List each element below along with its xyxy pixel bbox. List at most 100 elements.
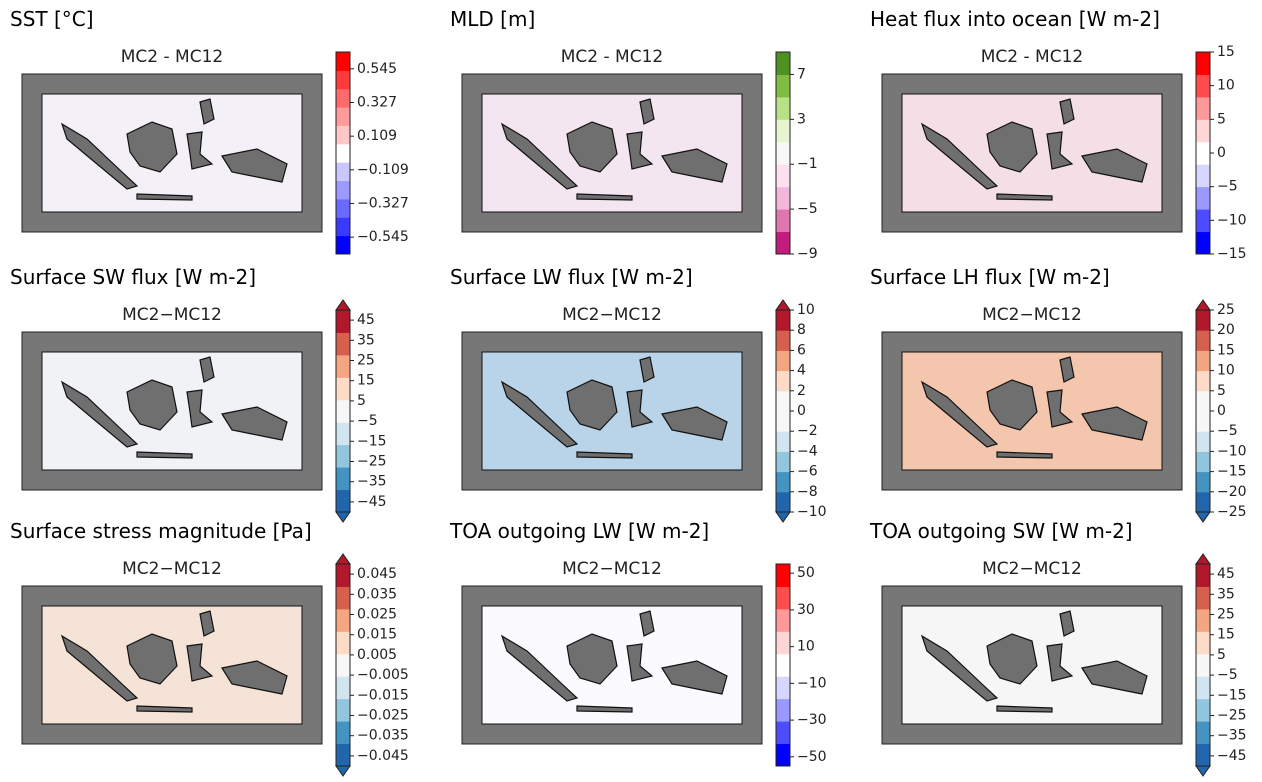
colorbar-tick-label: 2 xyxy=(797,383,806,399)
colorbar-tick-label: 8 xyxy=(797,322,806,338)
colorbar-tick-label: 0 xyxy=(797,403,806,419)
colorbar-tick-label: −2 xyxy=(797,423,818,439)
colorbar-tick-label: −0.045 xyxy=(357,748,409,764)
colorbar-tick-label: −5 xyxy=(1217,179,1238,195)
panel-title: Surface stress magnitude [Pa] xyxy=(10,519,312,543)
colorbar-tick-label: −10 xyxy=(797,504,827,520)
colorbar-tick-label: −6 xyxy=(797,464,818,480)
colorbar-segment xyxy=(1196,119,1210,142)
colorbar-segment xyxy=(776,391,790,412)
colorbar-segment xyxy=(336,631,350,654)
panel: TOA outgoing SW [W m-2]MC2−MC12−45−35−25… xyxy=(869,519,1247,776)
colorbar-segment xyxy=(776,232,790,255)
colorbar-segment xyxy=(336,721,350,744)
colorbar-segment xyxy=(776,586,790,609)
colorbar-segment xyxy=(1196,52,1210,75)
panel-subtitle: MC2−MC12 xyxy=(982,305,1082,325)
panel-title: TOA outgoing SW [W m-2] xyxy=(869,519,1133,543)
colorbar-segment xyxy=(336,217,350,236)
colorbar-tick-label: 5 xyxy=(1217,383,1226,399)
colorbar-extend xyxy=(776,512,790,522)
colorbar-tick-label: 25 xyxy=(1217,302,1235,318)
colorbar-tick-label: −0.545 xyxy=(357,229,409,245)
colorbar-segment xyxy=(776,371,790,392)
panel: SST [°C]MC2 - MC12−0.545−0.327−0.1090.10… xyxy=(10,7,409,255)
colorbar-extend xyxy=(336,512,350,522)
colorbar-tick-label: 15 xyxy=(1217,627,1235,643)
colorbar-tick-label: 0 xyxy=(1217,145,1226,161)
colorbar-tick-label: 45 xyxy=(357,312,375,328)
colorbar-tick-label: 50 xyxy=(797,565,815,581)
colorbar-segment xyxy=(776,721,790,744)
panel-subtitle: MC2−MC12 xyxy=(122,559,222,579)
colorbar-segment xyxy=(1196,472,1210,493)
colorbar-segment xyxy=(1196,721,1210,744)
colorbar-segment xyxy=(776,676,790,699)
colorbar-tick-label: −35 xyxy=(1217,728,1247,744)
colorbar-tick-label: −25 xyxy=(357,454,387,470)
colorbar-segment xyxy=(776,472,790,493)
colorbar-extend xyxy=(776,300,790,310)
colorbar-tick-label: 15 xyxy=(357,373,375,389)
colorbar-extend xyxy=(336,300,350,310)
colorbar-segment xyxy=(1196,74,1210,97)
panel-title: Surface SW flux [W m-2] xyxy=(10,265,256,289)
colorbar-segment xyxy=(336,70,350,89)
colorbar-segment xyxy=(1196,371,1210,392)
colorbar-tick-label: −15 xyxy=(357,433,387,449)
colorbar-segment xyxy=(776,350,790,371)
colorbar-tick-label: 0.005 xyxy=(357,647,397,663)
colorbar-segment xyxy=(336,52,350,71)
colorbar-segment xyxy=(776,142,790,165)
panel-title: MLD [m] xyxy=(450,7,535,31)
colorbar-tick-label: 5 xyxy=(357,393,366,409)
colorbar-segment xyxy=(776,187,790,210)
colorbar-segment xyxy=(1196,142,1210,165)
colorbar-segment xyxy=(336,332,350,355)
colorbar-tick-label: −10 xyxy=(1217,443,1247,459)
colorbar-tick-label: −1 xyxy=(797,156,818,172)
panel-title: Heat flux into ocean [W m-2] xyxy=(870,7,1160,31)
colorbar-segment xyxy=(776,74,790,97)
colorbar-tick-label: −45 xyxy=(357,494,387,510)
colorbar-segment xyxy=(1196,97,1210,120)
colorbar-extend xyxy=(1196,554,1210,564)
colorbar-tick-label: 0.327 xyxy=(357,95,397,111)
colorbar-tick-label: −0.015 xyxy=(357,687,409,703)
colorbar-segment xyxy=(336,355,350,378)
colorbar-tick-label: −30 xyxy=(797,712,827,728)
colorbar-tick-label: 20 xyxy=(1217,322,1235,338)
figure: SST [°C]MC2 - MC12−0.545−0.327−0.1090.10… xyxy=(0,0,1262,782)
colorbar-segment xyxy=(776,97,790,120)
colorbar-segment xyxy=(776,492,790,513)
colorbar-tick-label: −5 xyxy=(1217,423,1238,439)
panel: Surface stress magnitude [Pa] MC2−MC12 −0.… xyxy=(10,519,409,776)
colorbar-segment xyxy=(776,310,790,331)
colorbar-tick-label: 0.025 xyxy=(357,607,397,623)
colorbar-tick-label: 6 xyxy=(797,342,806,358)
colorbar-segment xyxy=(776,631,790,654)
colorbar-segment xyxy=(1196,350,1210,371)
colorbar-tick-label: −5 xyxy=(1217,667,1238,683)
colorbar-segment xyxy=(336,400,350,423)
colorbar-segment xyxy=(1196,676,1210,699)
colorbar-tick-label: 5 xyxy=(1217,111,1226,127)
colorbar-tick-label: −15 xyxy=(1217,687,1247,703)
colorbar-tick-label: −10 xyxy=(797,675,827,691)
colorbar-tick-label: −0.005 xyxy=(357,667,409,683)
colorbar-tick-label: 5 xyxy=(1217,647,1226,663)
colorbar-segment xyxy=(776,209,790,232)
colorbar-tick-label: 0.035 xyxy=(357,586,397,602)
colorbar-segment xyxy=(1196,164,1210,187)
colorbar-segment xyxy=(1196,631,1210,654)
panel-subtitle: MC2 - MC12 xyxy=(981,47,1083,67)
panel-title: Surface LW flux [W m-2] xyxy=(450,265,693,289)
colorbar-tick-label: 35 xyxy=(357,332,375,348)
colorbar-segment xyxy=(336,199,350,218)
colorbar-segment xyxy=(776,564,790,587)
colorbar-tick-label: −5 xyxy=(797,201,818,217)
colorbar-segment xyxy=(336,467,350,490)
colorbar-tick-label: 0.045 xyxy=(357,566,397,582)
colorbar-segment xyxy=(776,411,790,432)
colorbar-tick-label: 10 xyxy=(797,639,815,655)
